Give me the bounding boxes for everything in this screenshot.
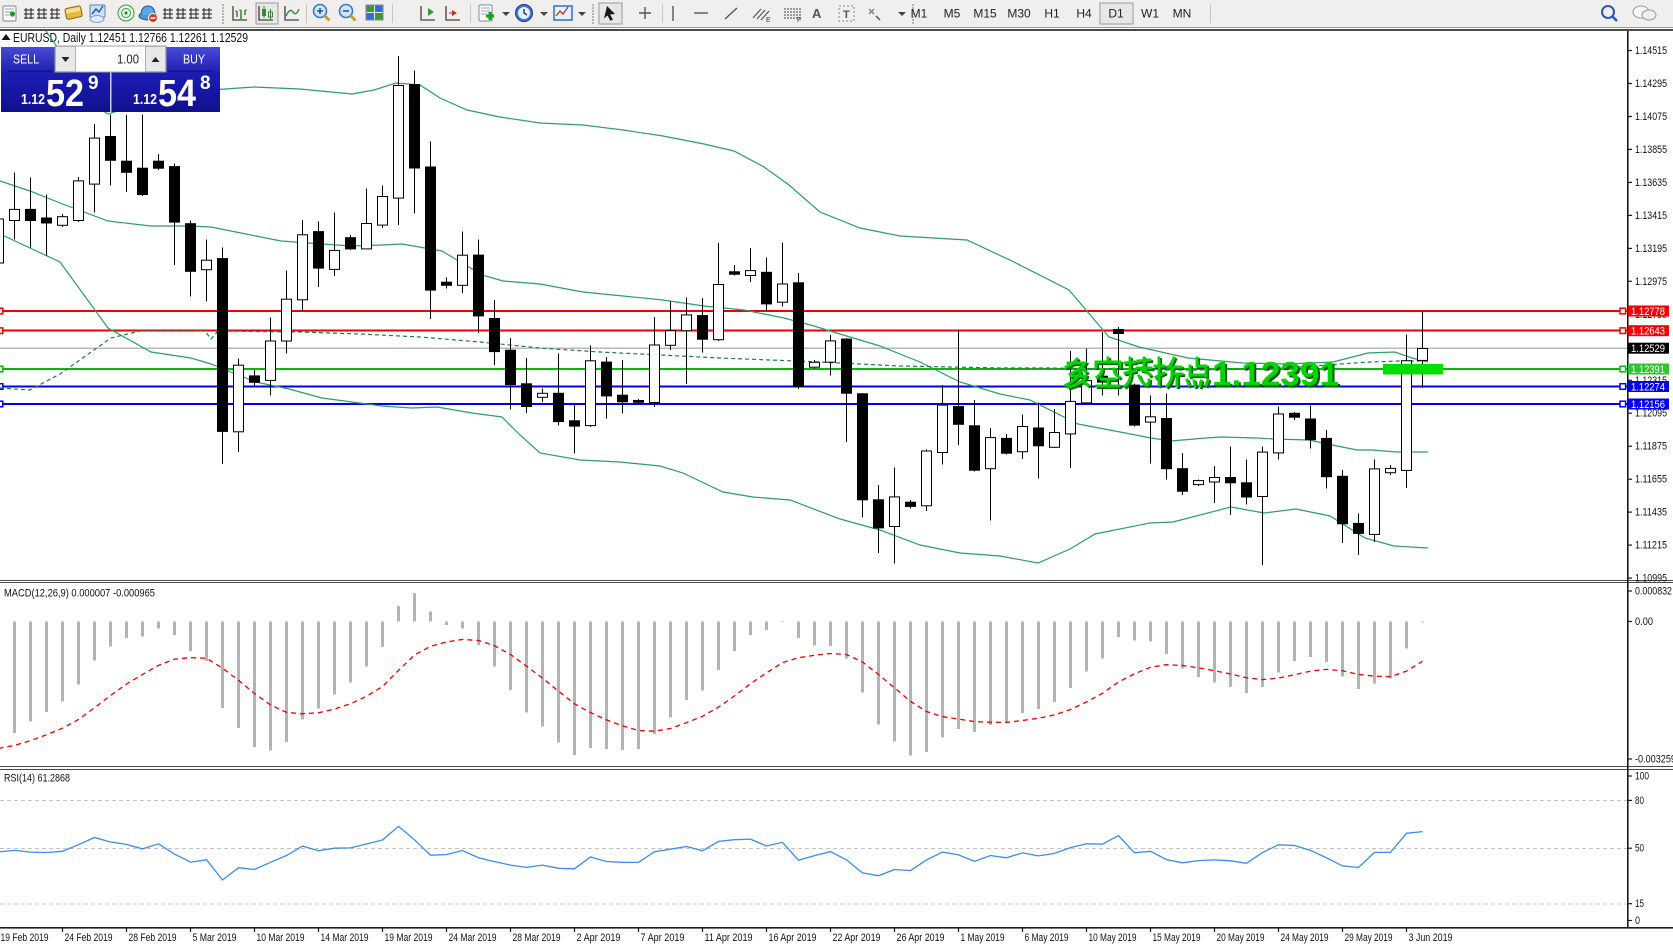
svg-text:EURUSD, Daily 1.12451 1.12766: EURUSD, Daily 1.12451 1.12766 1.12261 1.… [13,31,248,45]
svg-text:1.12529: 1.12529 [1631,343,1665,355]
svg-text:BUY: BUY [183,52,205,67]
svg-text:19 Feb 2019: 19 Feb 2019 [1,932,49,944]
svg-text:1.12274: 1.12274 [1631,382,1665,394]
svg-text:28 Feb 2019: 28 Feb 2019 [129,932,177,944]
svg-text:1.12391: 1.12391 [1212,356,1339,394]
svg-text:1.13635: 1.13635 [1635,177,1667,189]
svg-text:80: 80 [1635,795,1644,807]
svg-text:M30: M30 [1007,7,1031,21]
svg-text:24 Mar 2019: 24 Mar 2019 [449,932,497,944]
svg-text:1.11435: 1.11435 [1635,507,1667,519]
svg-text:1.12: 1.12 [21,91,45,108]
svg-text:1.11215: 1.11215 [1635,540,1667,552]
svg-text:1.14295: 1.14295 [1635,78,1667,90]
svg-text:1.14515: 1.14515 [1635,45,1667,57]
svg-text:1.11875: 1.11875 [1635,441,1667,453]
svg-text:26 Apr 2019: 26 Apr 2019 [897,932,945,944]
svg-text:1.13195: 1.13195 [1635,243,1667,255]
svg-text:1.00: 1.00 [117,52,139,67]
svg-text:1.12391: 1.12391 [1631,364,1665,376]
svg-text:22 Apr 2019: 22 Apr 2019 [833,932,881,944]
svg-text:1.14075: 1.14075 [1635,111,1667,123]
svg-text:0.00: 0.00 [1635,616,1653,628]
svg-text:15: 15 [1635,898,1644,910]
svg-text:15 May 2019: 15 May 2019 [1153,932,1201,944]
svg-text:2 Apr 2019: 2 Apr 2019 [577,932,621,944]
svg-text:100: 100 [1635,771,1649,783]
svg-text:24 Feb 2019: 24 Feb 2019 [65,932,113,944]
svg-text:1.10995: 1.10995 [1635,573,1667,585]
svg-text:H1: H1 [1044,7,1060,21]
svg-text:W1: W1 [1141,7,1159,21]
svg-text:E: E [766,17,771,24]
svg-text:28 Mar 2019: 28 Mar 2019 [513,932,561,944]
svg-text:1.11655: 1.11655 [1635,474,1667,486]
svg-text:5 Mar 2019: 5 Mar 2019 [193,932,237,944]
svg-text:H4: H4 [1076,7,1092,21]
svg-text:9: 9 [88,73,99,94]
svg-text:1.12095: 1.12095 [1635,408,1667,420]
svg-text:1.12156: 1.12156 [1631,399,1665,411]
svg-text:11 Apr 2019: 11 Apr 2019 [705,932,753,944]
svg-text:19 Mar 2019: 19 Mar 2019 [385,932,433,944]
svg-text:-0.003259: -0.003259 [1635,754,1673,766]
svg-text:29 May 2019: 29 May 2019 [1345,932,1393,944]
svg-text:0.000832: 0.000832 [1635,586,1672,598]
svg-text:10 Mar 2019: 10 Mar 2019 [257,932,305,944]
svg-text:T: T [843,9,850,21]
svg-text:16 Apr 2019: 16 Apr 2019 [769,932,817,944]
svg-text:50: 50 [1635,843,1644,855]
svg-text:F: F [797,17,801,24]
svg-text:20 May 2019: 20 May 2019 [1217,932,1265,944]
svg-text:10 May 2019: 10 May 2019 [1089,932,1137,944]
svg-text:1.12643: 1.12643 [1631,326,1665,338]
svg-text:1.13855: 1.13855 [1635,144,1667,156]
svg-text:D1: D1 [1108,7,1124,21]
svg-text:1.12975: 1.12975 [1635,276,1667,288]
svg-text:1 May 2019: 1 May 2019 [961,932,1005,944]
svg-text:M1: M1 [911,7,928,21]
svg-text:A: A [812,6,822,21]
svg-text:1.12391: 1.12391 [1214,357,1341,395]
svg-text:M5: M5 [944,7,961,21]
svg-text:6 May 2019: 6 May 2019 [1025,932,1069,944]
svg-text:1.12778: 1.12778 [1631,306,1665,318]
svg-text:0: 0 [1635,915,1640,927]
svg-text:1.12: 1.12 [133,91,157,108]
svg-text:14 Mar 2019: 14 Mar 2019 [321,932,369,944]
svg-text:54: 54 [158,73,196,115]
svg-text:MACD(12,26,9) 0.000007 -0.0009: MACD(12,26,9) 0.000007 -0.000965 [4,588,155,600]
svg-text:52: 52 [46,73,84,115]
svg-text:1.13415: 1.13415 [1635,210,1667,222]
svg-text:24 May 2019: 24 May 2019 [1281,932,1329,944]
svg-text:MN: MN [1173,7,1192,21]
svg-text:M15: M15 [973,7,997,21]
svg-text:8: 8 [200,73,211,94]
svg-text:3 Jun 2019: 3 Jun 2019 [1409,932,1453,944]
svg-text:7 Apr 2019: 7 Apr 2019 [641,932,685,944]
svg-text:SELL: SELL [13,52,39,67]
svg-text:RSI(14) 61.2868: RSI(14) 61.2868 [4,773,70,785]
